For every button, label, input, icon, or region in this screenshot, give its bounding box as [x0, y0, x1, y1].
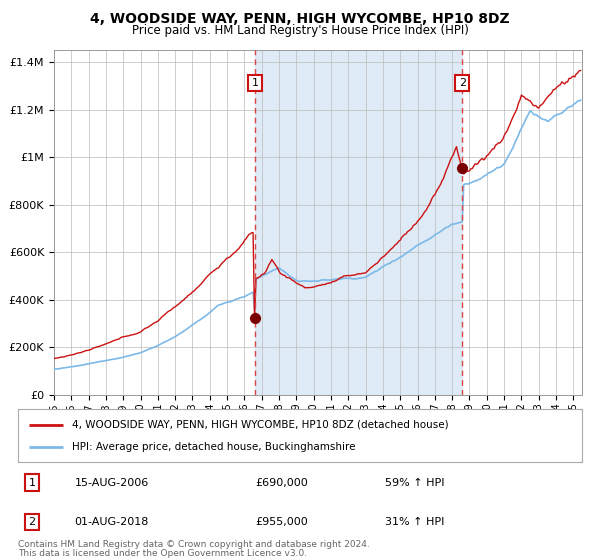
Text: Contains HM Land Registry data © Crown copyright and database right 2024.: Contains HM Land Registry data © Crown c… [18, 540, 370, 549]
Text: 1: 1 [29, 478, 35, 488]
Text: This data is licensed under the Open Government Licence v3.0.: This data is licensed under the Open Gov… [18, 549, 307, 558]
Text: 2: 2 [458, 78, 466, 88]
Text: 4, WOODSIDE WAY, PENN, HIGH WYCOMBE, HP10 8DZ (detached house): 4, WOODSIDE WAY, PENN, HIGH WYCOMBE, HP1… [71, 420, 448, 430]
Text: 31% ↑ HPI: 31% ↑ HPI [385, 517, 444, 527]
Bar [255, 50, 462, 395]
Text: Price paid vs. HM Land Registry's House Price Index (HPI): Price paid vs. HM Land Registry's House … [131, 24, 469, 37]
Text: 15-AUG-2006: 15-AUG-2006 [74, 478, 149, 488]
Text: 01-AUG-2018: 01-AUG-2018 [74, 517, 149, 527]
Text: 1: 1 [251, 78, 259, 88]
Text: 2: 2 [29, 517, 35, 527]
Text: HPI: Average price, detached house, Buckinghamshire: HPI: Average price, detached house, Buck… [71, 442, 355, 452]
Text: 4, WOODSIDE WAY, PENN, HIGH WYCOMBE, HP10 8DZ: 4, WOODSIDE WAY, PENN, HIGH WYCOMBE, HP1… [90, 12, 510, 26]
Text: £690,000: £690,000 [255, 478, 308, 488]
Text: 59% ↑ HPI: 59% ↑ HPI [385, 478, 444, 488]
Text: £955,000: £955,000 [255, 517, 308, 527]
